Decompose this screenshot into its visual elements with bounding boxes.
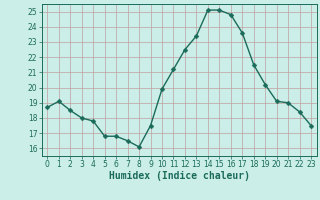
X-axis label: Humidex (Indice chaleur): Humidex (Indice chaleur) [109, 171, 250, 181]
